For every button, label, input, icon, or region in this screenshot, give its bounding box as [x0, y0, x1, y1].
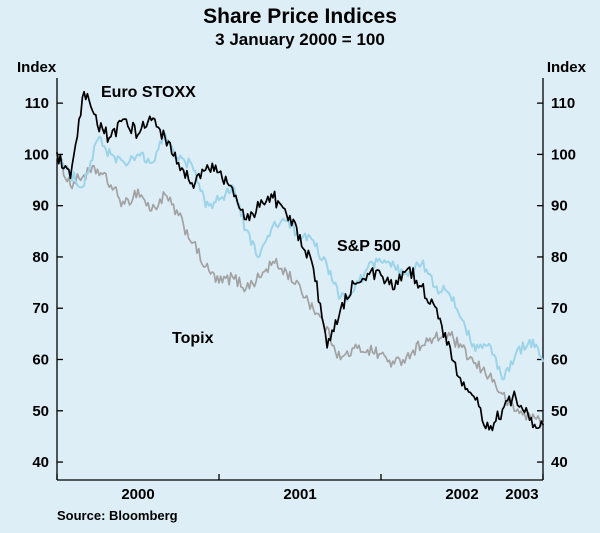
- right-axis-unit-label: Index: [546, 59, 586, 76]
- series-label-euro-stoxx: Euro STOXX: [101, 84, 196, 101]
- y-tick-label-right: 70: [551, 300, 568, 317]
- y-tick-label-right: 80: [551, 249, 568, 266]
- x-tick-label: 2000: [121, 486, 154, 503]
- x-tick-label: 2001: [283, 486, 316, 503]
- series-label-sp500: S&P 500: [337, 238, 401, 255]
- y-tick-label-right: 50: [551, 403, 568, 420]
- source-note: Source: Bloomberg: [57, 508, 178, 523]
- y-tick-label-left: 100: [24, 146, 49, 163]
- y-tick-label-left: 80: [32, 249, 49, 266]
- chart-subtitle: 3 January 2000 = 100: [215, 30, 385, 49]
- y-tick-label-right: 100: [551, 146, 576, 163]
- chart-title: Share Price Indices: [203, 5, 397, 28]
- y-tick-label-left: 70: [32, 300, 49, 317]
- y-tick-label-right: 90: [551, 198, 568, 215]
- y-tick-label-right: 40: [551, 454, 568, 471]
- series-line-sp500: [56, 132, 544, 381]
- x-tick-label: 2002: [445, 486, 478, 503]
- series-line-topix: [56, 154, 544, 427]
- series-line-euro-stoxx: [56, 90, 544, 432]
- y-tick-label-left: 60: [32, 352, 49, 369]
- x-tick-label: 2003: [505, 486, 538, 503]
- y-tick-label-right: 110: [551, 95, 575, 112]
- y-tick-label-left: 50: [32, 403, 49, 420]
- y-tick-label-left: 110: [25, 95, 49, 112]
- y-tick-label-left: 40: [32, 454, 49, 471]
- series-label-topix: Topix: [172, 330, 214, 347]
- y-tick-label-right: 60: [551, 352, 568, 369]
- y-tick-label-left: 90: [32, 198, 49, 215]
- left-axis-unit-label: Index: [17, 59, 57, 76]
